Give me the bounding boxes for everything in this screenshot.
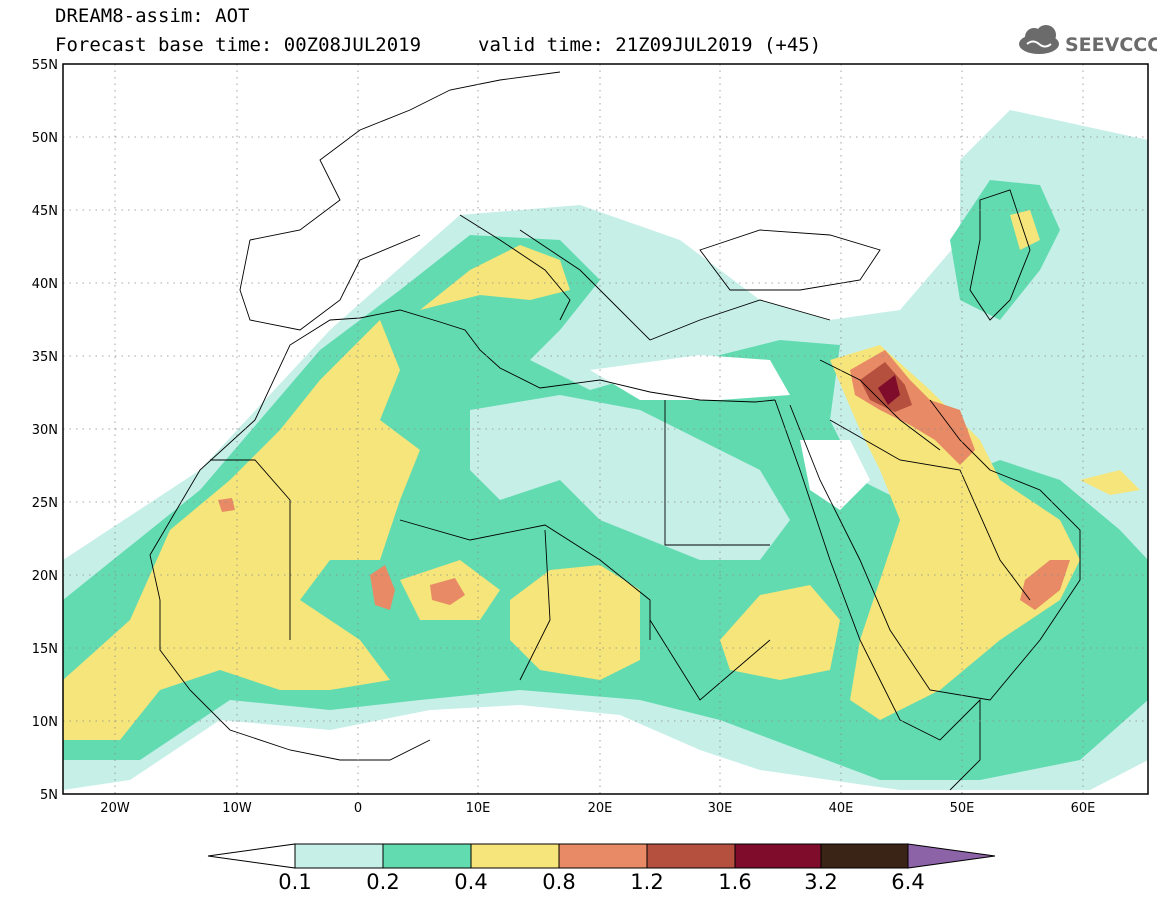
colorbar-low-arrow	[207, 843, 296, 869]
aot-band-0-4-gulf	[1080, 470, 1140, 495]
coastlines	[149, 71, 1081, 791]
lat-label: 10N	[32, 715, 58, 730]
colorbar-label: 0.4	[454, 870, 488, 894]
lat-label: 45N	[32, 204, 58, 219]
aot-band-0-2-caspian	[950, 180, 1060, 320]
aot-band-0-8-oman	[1020, 560, 1070, 610]
colorbar-high-arrow	[907, 843, 996, 869]
coastline-africa-west	[149, 554, 431, 761]
aot-clear-med	[590, 355, 790, 400]
coastline-africa-north	[149, 309, 776, 556]
coastline-caspian	[969, 189, 1031, 321]
border-sahara-2	[399, 519, 651, 640]
logo-text: SEEVCCC	[1065, 34, 1157, 56]
colorbar-segment	[470, 843, 560, 869]
lon-label: 40E	[829, 801, 854, 816]
coastline-red-sea	[774, 399, 901, 721]
colorbar	[207, 843, 996, 869]
colorbar-segment	[558, 843, 648, 869]
lon-label: 10W	[222, 801, 252, 816]
colorbar-label: 0.1	[278, 870, 312, 894]
colorbar-segment	[646, 843, 736, 869]
aot-clear-arabia	[800, 440, 870, 510]
lat-label: 5N	[40, 788, 58, 803]
aot-band-0-4-chad	[510, 565, 640, 680]
lon-label: 60E	[1071, 801, 1096, 816]
aot-band-1-6	[878, 375, 900, 405]
colorbar-label: 0.2	[366, 870, 400, 894]
cloud-icon	[1019, 25, 1059, 54]
lat-label: 20N	[32, 569, 58, 584]
seevccc-logo: SEEVCCC	[1019, 25, 1157, 56]
border-sudan	[649, 619, 771, 701]
map-frame	[62, 63, 1149, 795]
aot-field	[63, 64, 1148, 794]
colorbar-label: 1.6	[718, 870, 752, 894]
aot-band-0-8-niger	[430, 578, 465, 605]
aot-band-0-4-sudan	[720, 585, 840, 680]
colorbar-label: 1.2	[630, 870, 664, 894]
valid-time-label: valid time: 21Z09JUL2019 (+45)	[478, 34, 822, 56]
colorbar-segment	[820, 843, 909, 869]
aot-band-0-8-mauritania	[218, 498, 235, 512]
border-arabia	[829, 419, 1031, 601]
coastline-horn	[899, 698, 981, 791]
coastline-europe	[249, 71, 561, 241]
coastline-black-sea	[699, 229, 881, 291]
lon-label: 20E	[588, 801, 613, 816]
border-egypt	[664, 400, 770, 546]
lat-label: 50N	[32, 131, 58, 146]
border-chad	[519, 529, 551, 681]
lat-label: 15N	[32, 642, 58, 657]
lon-label: 20W	[100, 801, 130, 816]
coastline-balkans	[519, 229, 831, 341]
colorbar-label: 0.8	[542, 870, 576, 894]
border-iraq	[819, 359, 941, 451]
lon-label: 30E	[708, 801, 733, 816]
colorbar-label: 3.2	[804, 870, 838, 894]
lon-label: 50E	[950, 801, 975, 816]
aot-band-0-8-mali	[370, 565, 395, 610]
coastline-italy	[459, 214, 571, 321]
colorbar-segment	[294, 843, 384, 869]
lat-axis: 55N 50N 45N 40N 35N 30N 25N 20N 15N 10N …	[32, 58, 58, 803]
lat-label: 40N	[32, 277, 58, 292]
lat-label: 55N	[32, 58, 58, 73]
lat-label: 35N	[32, 350, 58, 365]
aot-band-0-4-west	[63, 320, 420, 740]
lon-label: 0	[354, 801, 362, 816]
base-time-label: Forecast base time: 00Z08JUL2019	[55, 34, 422, 56]
colorbar-segment	[382, 843, 472, 869]
lat-label: 30N	[32, 423, 58, 438]
title: DREAM8-assim: AOT	[55, 5, 250, 27]
colorbar-label: 6.4	[891, 870, 925, 894]
aot-band-0-4-arabia	[830, 345, 1080, 720]
aot-light-libya	[470, 395, 790, 560]
border-sahara-1	[210, 459, 291, 640]
coastline-arabia	[789, 399, 1081, 701]
lon-label: 10E	[466, 801, 491, 816]
coastline-iberia	[239, 234, 421, 331]
colorbar-segment	[734, 843, 822, 869]
graticule	[63, 64, 1148, 794]
aot-band-0-4-caspian	[1010, 210, 1040, 250]
lat-label: 25N	[32, 496, 58, 511]
lon-axis: 20W 10W 0 10E 20E 30E 40E 50E 60E	[100, 801, 1095, 816]
